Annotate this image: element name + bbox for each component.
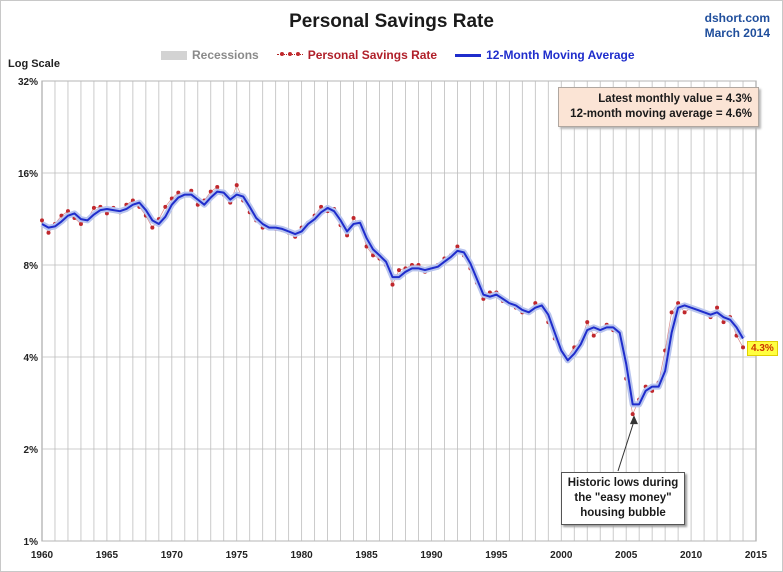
savings-rate-point (741, 345, 746, 350)
x-tick-label: 1975 (226, 550, 249, 561)
savings-rate-point (104, 211, 109, 216)
x-tick-label: 1970 (161, 550, 184, 561)
savings-rate-point (78, 221, 83, 226)
savings-rate-point (669, 310, 674, 315)
chart-title: Personal Savings Rate (289, 11, 494, 32)
housing-bubble-annotation: Historic lows during the "easy money" ho… (561, 472, 685, 525)
savings-rate-point (682, 310, 687, 315)
y-tick-label: 2% (24, 445, 39, 456)
savings-rate-point (397, 268, 401, 273)
x-tick-label: 2005 (615, 550, 638, 561)
plot-area (41, 80, 757, 542)
savings-rate-point (390, 282, 395, 287)
savings-rate-point (721, 320, 726, 325)
latest-monthly-value: Latest monthly value = 4.3% (598, 93, 752, 105)
y-tick-label: 32% (18, 77, 38, 88)
source-date: March 2014 (704, 26, 770, 40)
x-tick-label: 2015 (745, 550, 768, 561)
y-tick-label: 8% (24, 261, 39, 272)
source-site: dshort.com (704, 11, 770, 25)
savings-rate-point (150, 225, 155, 230)
moving-average-swatch (455, 53, 482, 57)
source-credit: dshort.com March 2014 (705, 11, 770, 41)
savings-rate-point (46, 230, 51, 235)
x-tick-label: 2010 (680, 550, 703, 561)
legend-label-moving-average: 12-Month Moving Average (486, 48, 635, 62)
legend-item-moving-average: 12-Month Moving Average (455, 48, 635, 62)
legend-item-recessions: Recessions (161, 48, 259, 62)
x-tick-label: 1980 (291, 550, 314, 561)
x-tick-label: 2000 (550, 550, 573, 561)
latest-values-box: Latest monthly value = 4.3% 12-month mov… (558, 87, 759, 127)
savings-rate-point (455, 244, 460, 249)
savings-rate-point (630, 412, 635, 417)
y-tick-label: 16% (18, 169, 38, 180)
savings-rate-point (371, 253, 376, 258)
savings-rate-point (176, 190, 181, 195)
legend: Recessions Personal Savings Rate 12-Mont… (161, 48, 653, 62)
annotation-line-2: the "easy money" (574, 492, 672, 504)
savings-rate-point (163, 204, 168, 209)
annotation-arrow-head (629, 415, 638, 425)
legend-label-savings-rate: Personal Savings Rate (307, 48, 438, 62)
legend-label-recessions: Recessions (192, 48, 259, 62)
annotation-arrow-line (617, 421, 635, 472)
savings-rate-point (591, 333, 596, 338)
x-tick-label: 1965 (96, 550, 119, 561)
latest-moving-average: 12-month moving average = 4.6% (570, 108, 752, 120)
annotation-arrow (617, 415, 638, 472)
savings-rate-point (345, 233, 350, 238)
y-tick-label: 1% (24, 537, 39, 548)
savings-rate-point (40, 218, 44, 223)
annotation-line-3: housing bubble (580, 507, 666, 519)
x-tick-label: 1985 (355, 550, 378, 561)
savings-rate-point (351, 215, 356, 220)
x-tick-label: 1990 (420, 550, 443, 561)
moving-average-series (40, 188, 746, 408)
annotation-line-1: Historic lows during (567, 477, 679, 489)
moving-average-line (41, 190, 744, 406)
y-tick-label: 4% (24, 353, 39, 364)
axes: 1% 2% 4% 8% 16% 32% 1960 1965 1970 1975 1980 1985 19… (18, 77, 768, 561)
latest-value-label: 4.3% (747, 341, 778, 356)
savings-rate-point (715, 305, 720, 310)
x-tick-label: 1995 (485, 550, 508, 561)
x-tick-label: 1960 (31, 550, 54, 561)
savings-rate-point (319, 204, 324, 209)
savings-rate-point (585, 320, 590, 325)
recession-swatch (161, 50, 187, 60)
y-axis-title: Log Scale (8, 58, 60, 70)
grid-lines (41, 80, 757, 542)
savings-rate-point (215, 184, 220, 189)
savings-rate-swatch (276, 50, 303, 60)
savings-rate-point (91, 205, 96, 210)
savings-rate-point (234, 183, 239, 188)
legend-item-savings-rate: Personal Savings Rate (276, 48, 438, 62)
